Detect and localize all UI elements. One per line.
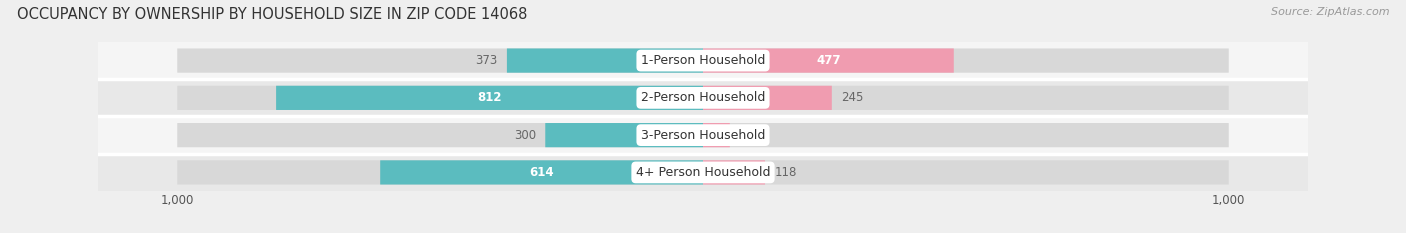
Text: 2-Person Household: 2-Person Household: [641, 91, 765, 104]
Text: 812: 812: [477, 91, 502, 104]
FancyBboxPatch shape: [703, 160, 1229, 185]
FancyBboxPatch shape: [98, 154, 1308, 191]
FancyBboxPatch shape: [703, 160, 765, 185]
FancyBboxPatch shape: [703, 86, 1229, 110]
Text: 614: 614: [529, 166, 554, 179]
FancyBboxPatch shape: [703, 123, 730, 147]
Text: 373: 373: [475, 54, 498, 67]
FancyBboxPatch shape: [703, 48, 953, 73]
FancyBboxPatch shape: [177, 160, 703, 185]
FancyBboxPatch shape: [508, 48, 703, 73]
FancyBboxPatch shape: [276, 86, 703, 110]
Text: 118: 118: [775, 166, 797, 179]
FancyBboxPatch shape: [98, 42, 1308, 79]
Text: 477: 477: [815, 54, 841, 67]
Text: 245: 245: [841, 91, 863, 104]
Text: 1-Person Household: 1-Person Household: [641, 54, 765, 67]
FancyBboxPatch shape: [546, 123, 703, 147]
Text: 51: 51: [740, 129, 754, 142]
FancyBboxPatch shape: [177, 48, 703, 73]
Text: 4+ Person Household: 4+ Person Household: [636, 166, 770, 179]
Text: Source: ZipAtlas.com: Source: ZipAtlas.com: [1271, 7, 1389, 17]
FancyBboxPatch shape: [177, 86, 703, 110]
Text: OCCUPANCY BY OWNERSHIP BY HOUSEHOLD SIZE IN ZIP CODE 14068: OCCUPANCY BY OWNERSHIP BY HOUSEHOLD SIZE…: [17, 7, 527, 22]
FancyBboxPatch shape: [98, 116, 1308, 154]
Text: 3-Person Household: 3-Person Household: [641, 129, 765, 142]
FancyBboxPatch shape: [380, 160, 703, 185]
FancyBboxPatch shape: [177, 123, 703, 147]
FancyBboxPatch shape: [703, 123, 1229, 147]
Text: 300: 300: [513, 129, 536, 142]
FancyBboxPatch shape: [98, 79, 1308, 116]
FancyBboxPatch shape: [703, 86, 832, 110]
FancyBboxPatch shape: [703, 48, 1229, 73]
